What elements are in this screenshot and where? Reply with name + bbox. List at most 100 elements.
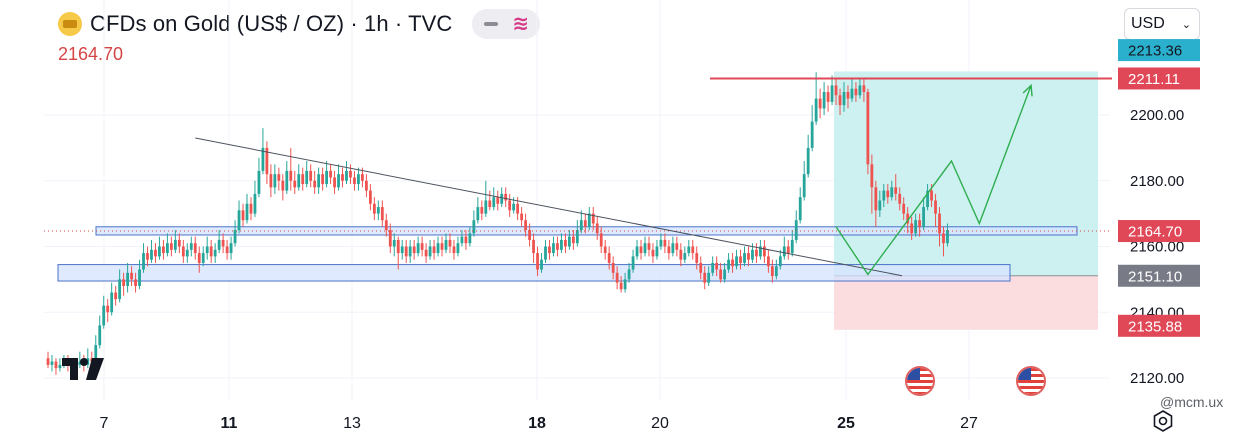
candle-body: [432, 246, 436, 254]
candle-body: [197, 253, 201, 263]
candle-body: [834, 85, 838, 96]
candle-body: [607, 253, 611, 263]
candle-body: [739, 256, 742, 263]
candle-body: [321, 174, 325, 185]
candle-body: [496, 197, 500, 204]
candle-body: [683, 253, 687, 260]
price-label-text: 2211.11: [1128, 71, 1180, 88]
candle-body: [201, 253, 205, 263]
candle-body: [400, 246, 404, 254]
candle-body: [810, 121, 814, 148]
projection-path[interactable]: [835, 85, 1032, 276]
candle-body: [361, 174, 364, 181]
candle-body: [118, 279, 122, 300]
candle-body: [647, 243, 651, 250]
settings-gear-icon[interactable]: [1152, 410, 1174, 432]
candle-body: [169, 243, 173, 250]
price-label-text: 2151.10: [1128, 268, 1182, 285]
price-label-text: 2213.36: [1128, 43, 1182, 60]
candle-body: [357, 174, 360, 185]
candle-body: [611, 262, 615, 273]
candle-body: [126, 272, 129, 286]
candle-body: [930, 190, 933, 201]
candle-body: [671, 243, 675, 254]
candle-body: [639, 246, 643, 254]
candle-body: [368, 190, 372, 204]
candle-body: [583, 220, 587, 227]
candle-body: [480, 207, 484, 214]
candle-body: [687, 246, 691, 254]
candle-body: [110, 292, 114, 313]
candle-body: [878, 200, 882, 211]
candle-body: [221, 239, 225, 247]
candle-body: [524, 220, 527, 231]
candle-body: [755, 249, 758, 257]
candle-body: [488, 200, 492, 208]
candle-body: [50, 361, 54, 365]
candle-body: [305, 170, 309, 185]
currency-select[interactable]: USD ⌄: [1124, 8, 1200, 40]
candle-body: [325, 170, 328, 185]
candle-body: [711, 262, 715, 273]
tradingview-logo-icon: [62, 358, 104, 380]
candle-body: [476, 207, 480, 221]
symbol-title[interactable]: CFDs on Gold (US$ / OZ) · 1h · TVC: [90, 11, 453, 36]
y-tick-label: 2200.00: [1130, 107, 1184, 124]
candle-body: [297, 174, 301, 188]
us-flag-icon[interactable]: [1016, 366, 1047, 396]
candle-body: [898, 193, 902, 204]
candle-body: [552, 243, 555, 254]
candle-body: [440, 243, 444, 250]
candle-body: [735, 256, 738, 267]
candle-body: [209, 246, 213, 257]
candle-body: [918, 220, 922, 227]
candle-body: [651, 249, 655, 257]
candle-body: [826, 91, 830, 102]
wave-icon[interactable]: ≋: [512, 13, 530, 35]
candle-body: [536, 253, 539, 270]
candle-body: [341, 174, 344, 181]
candle-body: [914, 220, 918, 234]
candle-body: [822, 91, 826, 109]
candle-body: [181, 246, 185, 257]
candle-body: [142, 253, 145, 270]
candle-body: [205, 246, 209, 254]
candle-body: [659, 239, 663, 247]
candle-body: [766, 256, 770, 267]
us-flag-icon[interactable]: [904, 366, 935, 396]
candle-body: [926, 190, 929, 208]
candle-body: [189, 243, 193, 250]
candle-body: [261, 147, 265, 171]
candle-body: [376, 207, 380, 214]
candle-body: [516, 203, 520, 214]
candle-body: [500, 193, 504, 204]
candle-body: [679, 249, 683, 260]
candle-body: [492, 197, 496, 208]
candle-body: [54, 361, 58, 369]
candle-body: [540, 259, 543, 270]
candle-body: [655, 246, 659, 257]
descending-trendline[interactable]: [195, 137, 903, 277]
x-tick-label: 27: [960, 415, 978, 432]
support-zone-upper[interactable]: [95, 226, 1078, 236]
candle-body: [436, 243, 440, 254]
candle-body: [667, 246, 671, 254]
candle-body: [460, 236, 464, 244]
candle-body: [114, 292, 118, 300]
candle-body: [217, 239, 221, 250]
candle-body: [579, 220, 583, 231]
minus-icon[interactable]: [483, 22, 498, 26]
candle-body: [866, 91, 870, 165]
candle-body: [162, 246, 165, 254]
candle-body: [444, 239, 448, 250]
candle-body: [309, 170, 313, 181]
candle-body: [177, 239, 181, 247]
candle-body: [715, 262, 719, 270]
candle-body: [532, 239, 535, 254]
chart-mode-toggle[interactable]: ≋: [472, 9, 541, 39]
candle-body: [560, 239, 563, 250]
candle-body: [229, 243, 233, 254]
candle-body: [723, 269, 726, 280]
candle-body: [520, 213, 524, 221]
